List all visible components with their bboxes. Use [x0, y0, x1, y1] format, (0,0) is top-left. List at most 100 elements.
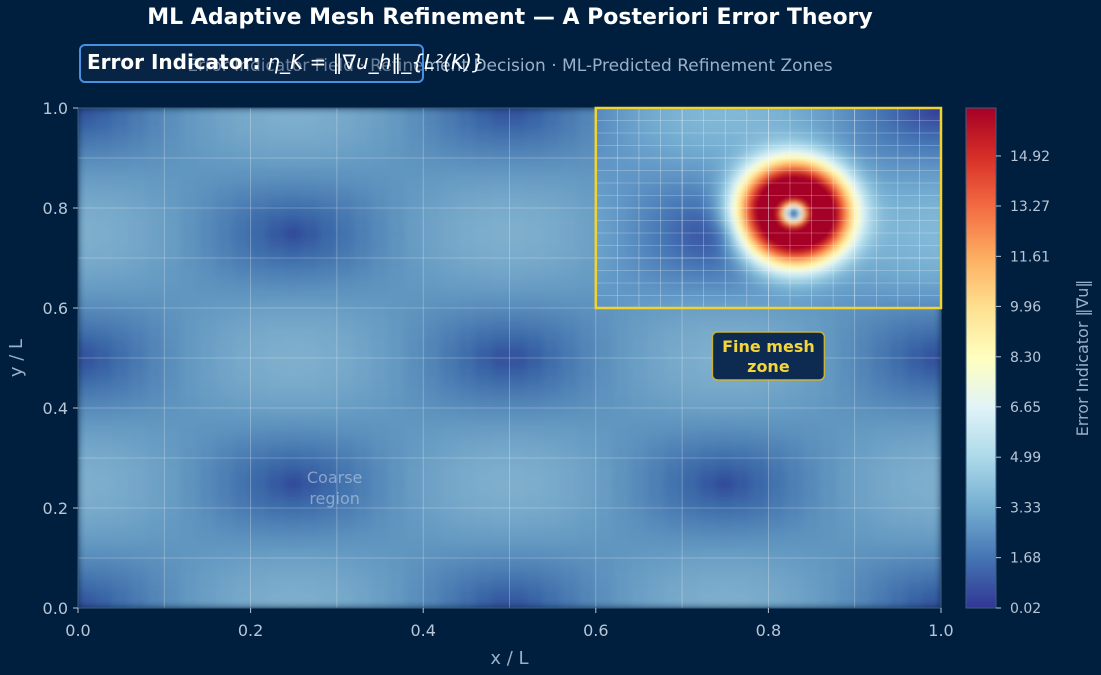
refinement-cell: [647, 190, 653, 194]
refinement-cell: [642, 257, 649, 261]
refinement-cell: [629, 255, 636, 259]
refinement-cell: [660, 175, 666, 179]
refinement-cell: [664, 287, 670, 291]
refinement-cell: [625, 207, 631, 211]
refinement-cell: [599, 302, 605, 306]
refinement-cell: [616, 142, 623, 146]
refinement-cell: [599, 182, 605, 186]
refinement-cell: [625, 145, 631, 149]
refinement-cell: [612, 285, 618, 289]
refinement-cell: [685, 120, 692, 124]
refinement-cell: [660, 152, 666, 156]
refinement-cell: [729, 287, 735, 291]
refinement-cell: [629, 265, 636, 269]
refinement-cell: [664, 262, 670, 266]
refinement-cell: [660, 210, 666, 214]
refinement-cell: [681, 177, 687, 181]
refinement-cell: [685, 247, 692, 251]
refinement-cell: [595, 252, 601, 256]
refinement-cell: [625, 165, 631, 169]
refinement-cell: [707, 240, 713, 244]
refinement-cell: [707, 137, 713, 141]
refinement-cell: [647, 262, 653, 266]
refinement-cell: [625, 175, 631, 179]
refinement-cell: [690, 147, 696, 151]
refinement-cell: [625, 110, 631, 114]
refinement-cell: [616, 207, 623, 211]
refinement-cell: [621, 130, 627, 134]
refinement-cell: [599, 197, 605, 201]
refinement-cell: [690, 180, 696, 184]
refinement-cell: [720, 150, 726, 154]
refinement-cell: [651, 210, 657, 214]
refinement-cell: [690, 217, 696, 221]
refinement-cell: [694, 212, 700, 216]
refinement-cell: [612, 170, 618, 174]
refinement-cell: [616, 285, 623, 289]
refinement-cell: [629, 220, 636, 224]
refinement-cell: [707, 295, 713, 299]
refinement-cell: [634, 202, 640, 206]
refinement-cell: [664, 237, 670, 241]
refinement-cell: [668, 245, 674, 249]
refinement-cell: [655, 215, 662, 219]
refinement-cell: [720, 267, 726, 271]
refinement-cell: [716, 260, 722, 264]
refinement-cell: [638, 275, 644, 279]
refinement-cell: [703, 157, 709, 161]
refinement-cell: [651, 267, 657, 271]
refinement-cell: [638, 145, 644, 149]
refinement-cell: [694, 110, 700, 114]
refinement-cell: [690, 232, 696, 236]
refinement-cell: [625, 112, 631, 116]
refinement-cell: [664, 245, 670, 249]
refinement-cell: [647, 205, 653, 209]
refinement-cell: [638, 170, 644, 174]
refinement-cell: [681, 175, 687, 179]
refinement-cell: [651, 275, 657, 279]
refinement-cell: [608, 255, 614, 259]
refinement-cell: [681, 110, 687, 114]
refinement-cell: [642, 180, 649, 184]
refinement-cell: [608, 265, 614, 269]
refinement-cell: [629, 270, 636, 274]
refinement-cell: [720, 147, 726, 151]
refinement-cell: [677, 200, 683, 204]
refinement-cell: [612, 195, 618, 199]
refinement-cell: [616, 162, 623, 166]
refinement-cell: [616, 272, 623, 276]
refinement-cell: [612, 265, 618, 269]
refinement-cell: [672, 242, 679, 246]
refinement-cell: [668, 300, 674, 304]
refinement-cell: [612, 112, 618, 116]
refinement-cell: [642, 280, 649, 284]
refinement-cell: [716, 167, 722, 171]
refinement-cell: [703, 255, 709, 259]
refinement-cell: [612, 252, 618, 256]
refinement-cell: [707, 197, 713, 201]
refinement-cell: [716, 200, 722, 204]
refinement-cell: [616, 212, 623, 216]
refinement-cell: [694, 207, 700, 211]
refinement-cell: [668, 227, 674, 231]
refinement-cell: [634, 125, 640, 129]
refinement-cell: [681, 140, 687, 144]
refinement-cell: [642, 262, 649, 266]
refinement-cell: [707, 120, 713, 124]
refinement-cell: [660, 302, 666, 306]
refinement-cell: [720, 170, 726, 174]
refinement-cell: [668, 250, 674, 254]
refinement-cell: [660, 117, 666, 121]
refinement-cell: [703, 277, 709, 281]
refinement-cell: [664, 170, 670, 174]
refinement-cell: [616, 257, 623, 261]
refinement-cell: [668, 285, 674, 289]
refinement-cell: [638, 225, 644, 229]
refinement-cell: [685, 222, 692, 226]
refinement-cell: [634, 122, 640, 126]
refinement-cell: [647, 282, 653, 286]
refinement-cell: [651, 145, 657, 149]
refinement-cell: [690, 140, 696, 144]
refinement-cell: [694, 200, 700, 204]
